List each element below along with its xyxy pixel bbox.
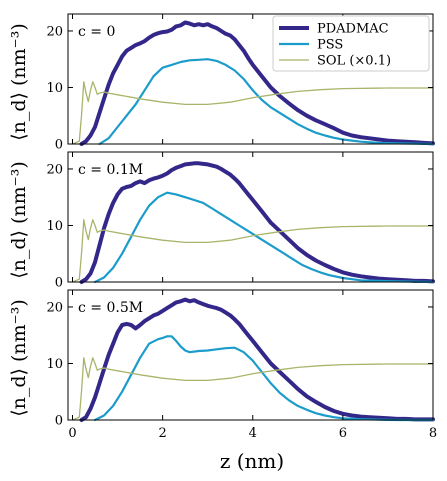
y-tick-label: 0 (55, 414, 63, 429)
legend-label: SOL (×0.1) (317, 54, 391, 69)
series-line-pdadmac (79, 20, 435, 146)
x-tick-label: 4 (249, 426, 257, 441)
legend-label: PDADMAC (317, 22, 389, 37)
panel-2: 0 10 20 c = 0.1M (46, 151, 435, 291)
y-axis-label-panel-2: ⟨n_d⟩ (nm⁻³) (8, 161, 30, 279)
y-axis-label-panel-1: ⟨n_d⟩ (nm⁻³) (8, 23, 30, 141)
y-axis-label-panel-3: ⟨n_d⟩ (nm⁻³) (8, 299, 30, 417)
x-tick-label: 8 (429, 426, 437, 441)
panel-label: c = 0.5M (78, 300, 143, 316)
x-tick-label: 2 (158, 426, 166, 441)
plot-area (68, 290, 433, 420)
y-tick-label: 10 (46, 219, 63, 234)
panel-label: c = 0.1M (78, 162, 143, 178)
series-line-pss (98, 58, 435, 146)
series-line-sol (71, 219, 434, 283)
series-line-sol (71, 81, 434, 145)
y-tick-label: 20 (46, 162, 63, 177)
y-tick-label: 20 (46, 300, 63, 315)
panels: 0 10 20 c = 0 0 10 20 c = 0.1M 0 10 20 c = 0.5M (46, 13, 435, 429)
y-tick-label: 0 (55, 276, 63, 291)
series-line-sol (71, 357, 434, 421)
series-line-pdadmac (79, 161, 435, 284)
y-tick-label: 10 (46, 357, 63, 372)
axes-frame (67, 13, 434, 145)
x-axis-label: z (nm) (220, 449, 284, 473)
legend-box (272, 15, 430, 72)
axes-frame (67, 289, 434, 421)
panel-3: 0 10 20 c = 0.5M (46, 289, 435, 429)
y-tick-label: 0 (55, 138, 63, 153)
series-line-pss (93, 335, 435, 422)
y-tick-label: 20 (46, 24, 63, 39)
legend-label: PSS (317, 38, 343, 53)
series-line-pss (93, 191, 435, 284)
plot-area (68, 152, 433, 282)
panel-label: c = 0 (78, 24, 115, 40)
x-tick-label: 0 (68, 426, 76, 441)
x-axis-tick-labels: 0 2 4 6 8 (68, 426, 437, 441)
axes-frame (67, 151, 434, 283)
y-tick-label: 10 (46, 81, 63, 96)
x-tick-label: 6 (339, 426, 347, 441)
series-line-pdadmac (79, 297, 435, 422)
